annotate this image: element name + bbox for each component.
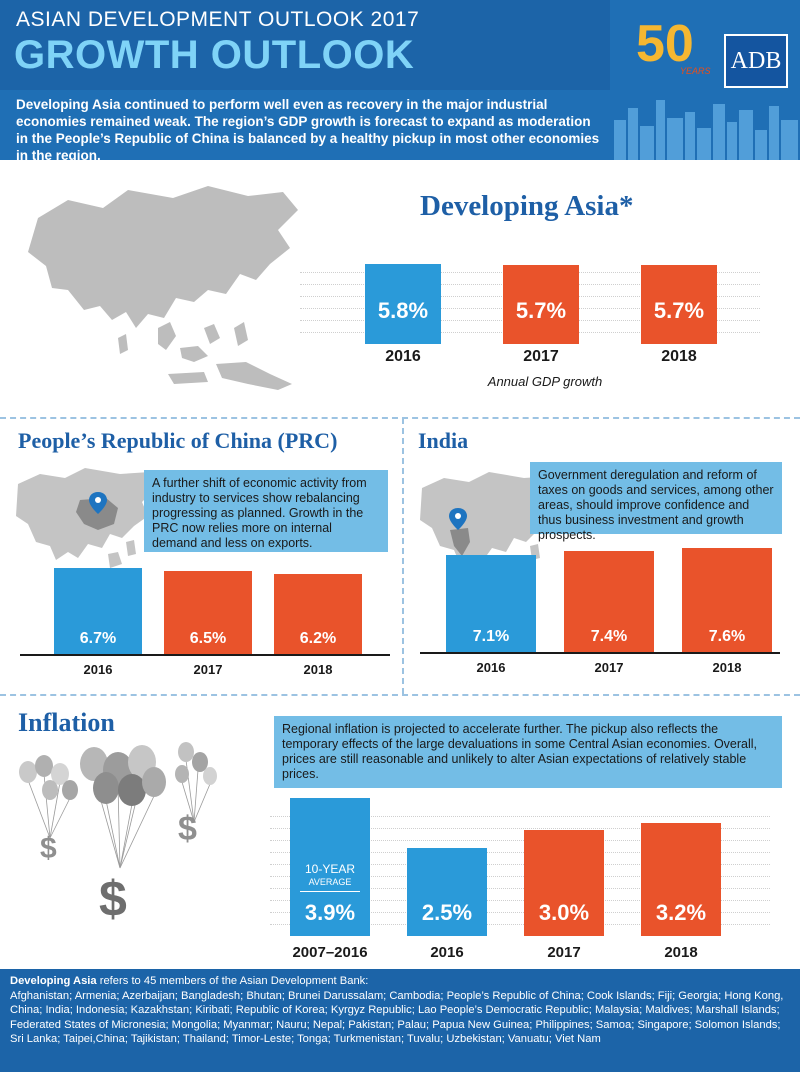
bar-value-label: 3.2%	[655, 900, 707, 925]
developing-asia-title: Developing Asia*	[420, 190, 634, 222]
bar-2018: 3.2%	[641, 823, 721, 936]
bar-2016: 7.1%	[446, 555, 536, 652]
bar-2018: 6.2%	[274, 574, 362, 654]
intro-text: Developing Asia continued to perform wel…	[16, 97, 600, 163]
bar-2007–2016: 3.9% 10-YEAR AVERAGE	[290, 798, 370, 936]
gridline	[270, 900, 770, 901]
bar-value-label: 7.4%	[590, 628, 628, 645]
year-label: 2016	[430, 944, 464, 961]
chart-caption: Annual GDP growth	[487, 374, 603, 389]
year-label: 2018	[661, 348, 697, 365]
year-label: 2016	[385, 348, 421, 365]
bar-2017: 3.0%	[524, 830, 604, 936]
prc-chart: 6.7% 2016 6.5% 2017 6.2% 2018	[20, 560, 390, 682]
chart-baseline	[420, 652, 780, 654]
developing-asia-chart: 5.8% 2016 5.7% 2017 5.7% 2018	[300, 240, 760, 370]
bar-value-label: 6.2%	[299, 630, 337, 647]
footnote-lead: Developing Asia	[10, 975, 97, 987]
gridline	[270, 852, 770, 853]
gridline	[270, 912, 770, 913]
prc-title: People’s Republic of China (PRC)	[18, 428, 338, 453]
india-callout: Government deregulation and reform of ta…	[530, 462, 782, 542]
city-skyline-icon	[614, 100, 798, 160]
chart-baseline	[20, 654, 390, 656]
adb-logo	[724, 34, 788, 88]
report-kicker: ASIAN DEVELOPMENT OUTLOOK 2017	[16, 8, 420, 31]
year-label: 2017	[547, 944, 581, 961]
india-title: India	[418, 428, 469, 453]
gridline	[270, 924, 770, 925]
bar-value-label: 6.5%	[189, 630, 227, 647]
bar-value-label: 6.7%	[79, 630, 117, 647]
year-label: 2018	[664, 944, 698, 961]
bar-2018: 5.7%	[641, 265, 717, 344]
bar-value-label: 3.9%	[304, 900, 356, 925]
bar-value-label: 2.5%	[421, 900, 473, 925]
member-list: Afghanistan; Armenia; Azerbaijan; Bangla…	[10, 989, 784, 1046]
india-chart: 7.1% 2016 7.4% 2017 7.6% 2018	[420, 548, 780, 682]
year-label: 2017	[523, 348, 559, 365]
dollar-icon: $	[40, 832, 57, 865]
gridline	[270, 840, 770, 841]
bar-value-label: 5.7%	[515, 298, 567, 323]
average-label: 10-YEAR AVERAGE	[290, 863, 370, 892]
bar-value-label: 5.7%	[653, 298, 705, 323]
bar-value-label: 7.6%	[708, 628, 746, 645]
bar-value-label: 5.8%	[377, 298, 429, 323]
gridline	[270, 864, 770, 865]
prc-callout: A further shift of economic activity fro…	[144, 470, 388, 552]
dollar-icon: $	[99, 871, 127, 927]
bar-2017: 7.4%	[564, 551, 654, 652]
year-label: 2016	[83, 662, 113, 677]
year-label: 2017	[193, 662, 223, 677]
india-map-icon	[420, 472, 560, 572]
bar-2016: 5.8%	[365, 264, 441, 344]
inflation-title: Inflation	[18, 708, 115, 737]
inflation-callout: Regional inflation is projected to accel…	[274, 716, 782, 788]
bar-value-label: 7.1%	[472, 628, 510, 645]
year-label: 2007–2016	[292, 944, 368, 961]
anniversary-logo-number: 50	[636, 15, 694, 73]
bar-2017: 5.7%	[503, 265, 579, 344]
anniversary-logo-years: YEARS	[680, 66, 711, 76]
title-panel	[0, 0, 610, 90]
year-label: 2018	[303, 662, 333, 677]
gridline	[270, 876, 770, 877]
gridline	[270, 888, 770, 889]
footnote: Developing Asia refers to 45 members of …	[0, 969, 800, 1072]
footnote-lead-rest: refers to 45 members of the Asian Develo…	[96, 975, 369, 987]
balloons-icon	[19, 742, 217, 869]
adb-logo-text: ADB	[730, 48, 782, 74]
page-title: GROWTH OUTLOOK	[14, 33, 415, 77]
gridline	[270, 816, 770, 817]
bar-2017: 6.5%	[164, 571, 252, 654]
inflation-chart: 3.9% 10-YEAR AVERAGE 2007–2016 2.5% 2016 3.0% 2…	[270, 798, 770, 961]
section-divider	[0, 417, 800, 419]
year-label: 2016	[476, 660, 506, 675]
dollar-icon: $	[178, 810, 197, 848]
year-label: 2018	[712, 660, 742, 675]
bar-2016: 6.7%	[54, 568, 142, 654]
gridline	[270, 828, 770, 829]
section-divider	[0, 694, 800, 696]
column-divider	[402, 418, 404, 694]
bar-value-label: 3.0%	[538, 900, 590, 925]
bar-2016: 2.5%	[407, 848, 487, 936]
bar-2018: 7.6%	[682, 548, 772, 652]
prc-map-icon	[16, 468, 156, 568]
asia-map-icon	[28, 186, 298, 390]
year-label: 2017	[594, 660, 624, 675]
